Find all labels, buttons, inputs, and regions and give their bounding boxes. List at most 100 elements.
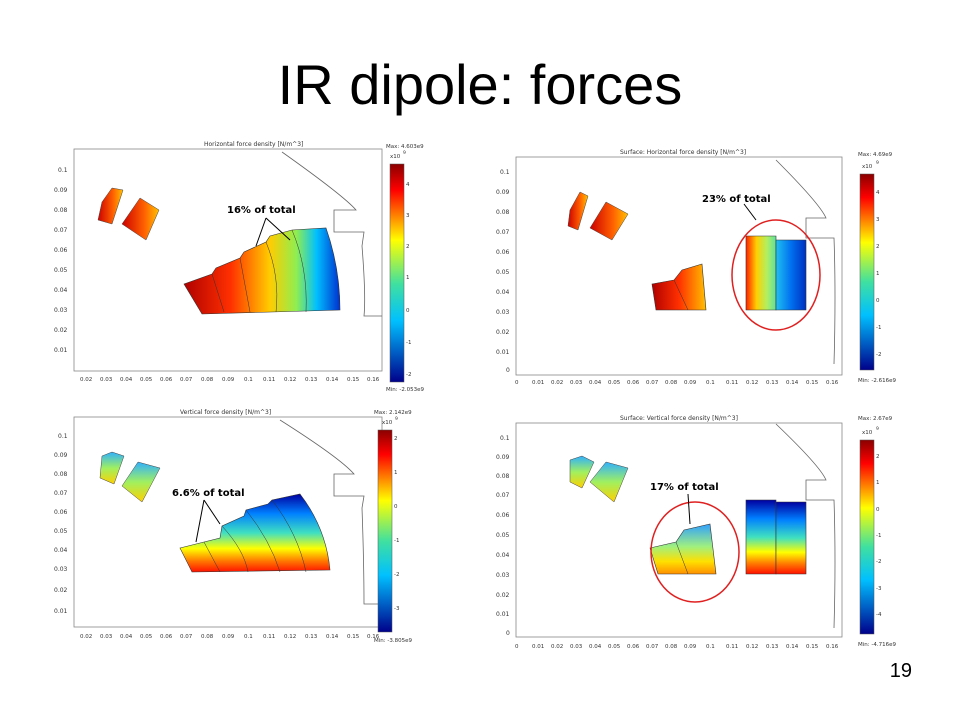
coil-block bbox=[97, 187, 124, 225]
y-axis-ticks: 0.1 0.09 0.08 0.07 0.06 0.05 0.04 0.03 0… bbox=[54, 167, 68, 354]
svg-text:0.03: 0.03 bbox=[100, 634, 113, 640]
svg-text:0.03: 0.03 bbox=[54, 566, 68, 573]
svg-text:0.09: 0.09 bbox=[222, 377, 235, 383]
min-label: Min: -2.053e9 bbox=[386, 387, 424, 393]
coil-block-large-left bbox=[745, 499, 777, 575]
plot-area bbox=[73, 148, 383, 372]
svg-text:0.05: 0.05 bbox=[608, 644, 621, 650]
svg-text:0.02: 0.02 bbox=[551, 644, 563, 650]
colorbar bbox=[859, 173, 875, 371]
svg-text:0.06: 0.06 bbox=[496, 512, 510, 519]
svg-text:0.01: 0.01 bbox=[496, 611, 510, 618]
coil-block bbox=[589, 461, 629, 503]
svg-text:0: 0 bbox=[876, 507, 880, 513]
svg-text:0.01: 0.01 bbox=[54, 347, 68, 354]
svg-text:0.1: 0.1 bbox=[58, 167, 68, 174]
svg-text:0.05: 0.05 bbox=[54, 528, 68, 535]
svg-text:0: 0 bbox=[406, 308, 410, 314]
svg-text:0.07: 0.07 bbox=[54, 490, 68, 497]
svg-text:0.06: 0.06 bbox=[54, 247, 68, 254]
svg-text:0.02: 0.02 bbox=[54, 587, 68, 594]
annotation-label: 16% of total bbox=[227, 205, 296, 216]
svg-text:0.08: 0.08 bbox=[496, 473, 510, 480]
annotation-arrows bbox=[195, 499, 221, 543]
svg-text:0.1: 0.1 bbox=[500, 169, 510, 176]
svg-text:0.03: 0.03 bbox=[100, 377, 113, 383]
svg-text:0.07: 0.07 bbox=[180, 634, 193, 640]
svg-text:0.11: 0.11 bbox=[726, 380, 738, 386]
svg-text:-1: -1 bbox=[876, 533, 881, 539]
scale-label: x10 bbox=[862, 430, 873, 436]
scale-exponent: 9 bbox=[395, 416, 398, 422]
coil-block bbox=[121, 461, 161, 503]
max-label: Max: 4.603e9 bbox=[386, 144, 424, 150]
max-label: Max: 4.69e9 bbox=[858, 152, 893, 158]
svg-text:0.03: 0.03 bbox=[570, 644, 583, 650]
svg-text:0.06: 0.06 bbox=[496, 249, 510, 256]
svg-text:0.09: 0.09 bbox=[496, 454, 510, 461]
min-label: Min: -4.716e9 bbox=[858, 642, 896, 648]
coil-block bbox=[99, 451, 125, 485]
svg-text:1: 1 bbox=[394, 470, 398, 476]
svg-text:0.04: 0.04 bbox=[589, 380, 602, 386]
slide-title: IR dipole: forces bbox=[277, 53, 683, 116]
svg-text:0.06: 0.06 bbox=[627, 644, 640, 650]
svg-text:-2: -2 bbox=[876, 352, 881, 358]
y-axis-ticks: 0.1 0.09 0.08 0.07 0.06 0.05 0.04 0.03 0… bbox=[496, 169, 510, 374]
coil-block bbox=[589, 201, 629, 241]
plot-panel-horizontal-right: Surface: Horizontal force density [N/m^3… bbox=[490, 144, 914, 390]
svg-text:0.01: 0.01 bbox=[496, 349, 510, 356]
iron-yoke-outline bbox=[279, 419, 382, 605]
annotation-arrow bbox=[743, 203, 757, 221]
svg-text:0.06: 0.06 bbox=[160, 377, 173, 383]
svg-text:0.13: 0.13 bbox=[766, 644, 779, 650]
svg-text:-3: -3 bbox=[394, 606, 400, 612]
svg-text:1: 1 bbox=[876, 480, 880, 486]
svg-text:0: 0 bbox=[515, 380, 519, 386]
svg-text:0.1: 0.1 bbox=[500, 435, 510, 442]
coil-main-block bbox=[179, 493, 331, 573]
svg-text:0.06: 0.06 bbox=[54, 509, 68, 516]
svg-text:0.03: 0.03 bbox=[496, 309, 510, 316]
svg-text:0.14: 0.14 bbox=[786, 380, 799, 386]
svg-text:-1: -1 bbox=[406, 340, 411, 346]
colorbar-ticks: 2 1 0 -1 -2 -3 -4 bbox=[876, 454, 882, 618]
svg-text:0.11: 0.11 bbox=[263, 634, 275, 640]
svg-text:0.04: 0.04 bbox=[496, 552, 510, 559]
coil-block-large-left bbox=[745, 235, 777, 311]
svg-text:0.07: 0.07 bbox=[496, 492, 510, 499]
svg-text:0.01: 0.01 bbox=[532, 644, 544, 650]
colorbar-ticks: 2 1 0 -1 -2 -3 bbox=[394, 436, 400, 612]
annotation-arrow bbox=[687, 493, 691, 525]
iron-yoke-outline bbox=[281, 151, 382, 317]
svg-text:0.12: 0.12 bbox=[746, 380, 758, 386]
svg-text:0.07: 0.07 bbox=[646, 644, 659, 650]
coil-block bbox=[569, 455, 595, 489]
svg-text:2: 2 bbox=[876, 454, 880, 460]
x-axis-ticks: 0 0.01 0.02 0.03 0.04 0.05 0.06 0.07 0.0… bbox=[515, 380, 839, 386]
svg-text:0.11: 0.11 bbox=[726, 644, 738, 650]
svg-text:4: 4 bbox=[876, 190, 880, 196]
svg-text:0.04: 0.04 bbox=[120, 634, 133, 640]
svg-text:0.02: 0.02 bbox=[496, 592, 510, 599]
colorbar bbox=[377, 429, 393, 633]
svg-text:0.07: 0.07 bbox=[180, 377, 193, 383]
svg-text:0.05: 0.05 bbox=[608, 380, 621, 386]
svg-text:0.04: 0.04 bbox=[54, 547, 68, 554]
max-label: Max: 2.67e9 bbox=[858, 416, 893, 422]
coil-block-divisions bbox=[203, 499, 307, 573]
svg-text:0.04: 0.04 bbox=[589, 644, 602, 650]
svg-text:0.13: 0.13 bbox=[305, 634, 318, 640]
svg-text:0.13: 0.13 bbox=[766, 380, 779, 386]
svg-text:0.06: 0.06 bbox=[160, 634, 173, 640]
svg-text:0.08: 0.08 bbox=[201, 634, 214, 640]
svg-text:2: 2 bbox=[394, 436, 398, 442]
svg-text:0.16: 0.16 bbox=[367, 634, 380, 640]
svg-text:0.04: 0.04 bbox=[120, 377, 133, 383]
y-axis-ticks: 0.1 0.09 0.08 0.07 0.06 0.05 0.04 0.03 0… bbox=[496, 435, 510, 637]
svg-text:-1: -1 bbox=[394, 538, 399, 544]
x-axis-ticks: 0.02 0.03 0.04 0.05 0.06 0.07 0.08 0.09 … bbox=[80, 634, 380, 640]
svg-text:0.09: 0.09 bbox=[54, 452, 68, 459]
svg-text:0.08: 0.08 bbox=[665, 380, 678, 386]
svg-text:0.09: 0.09 bbox=[684, 644, 697, 650]
